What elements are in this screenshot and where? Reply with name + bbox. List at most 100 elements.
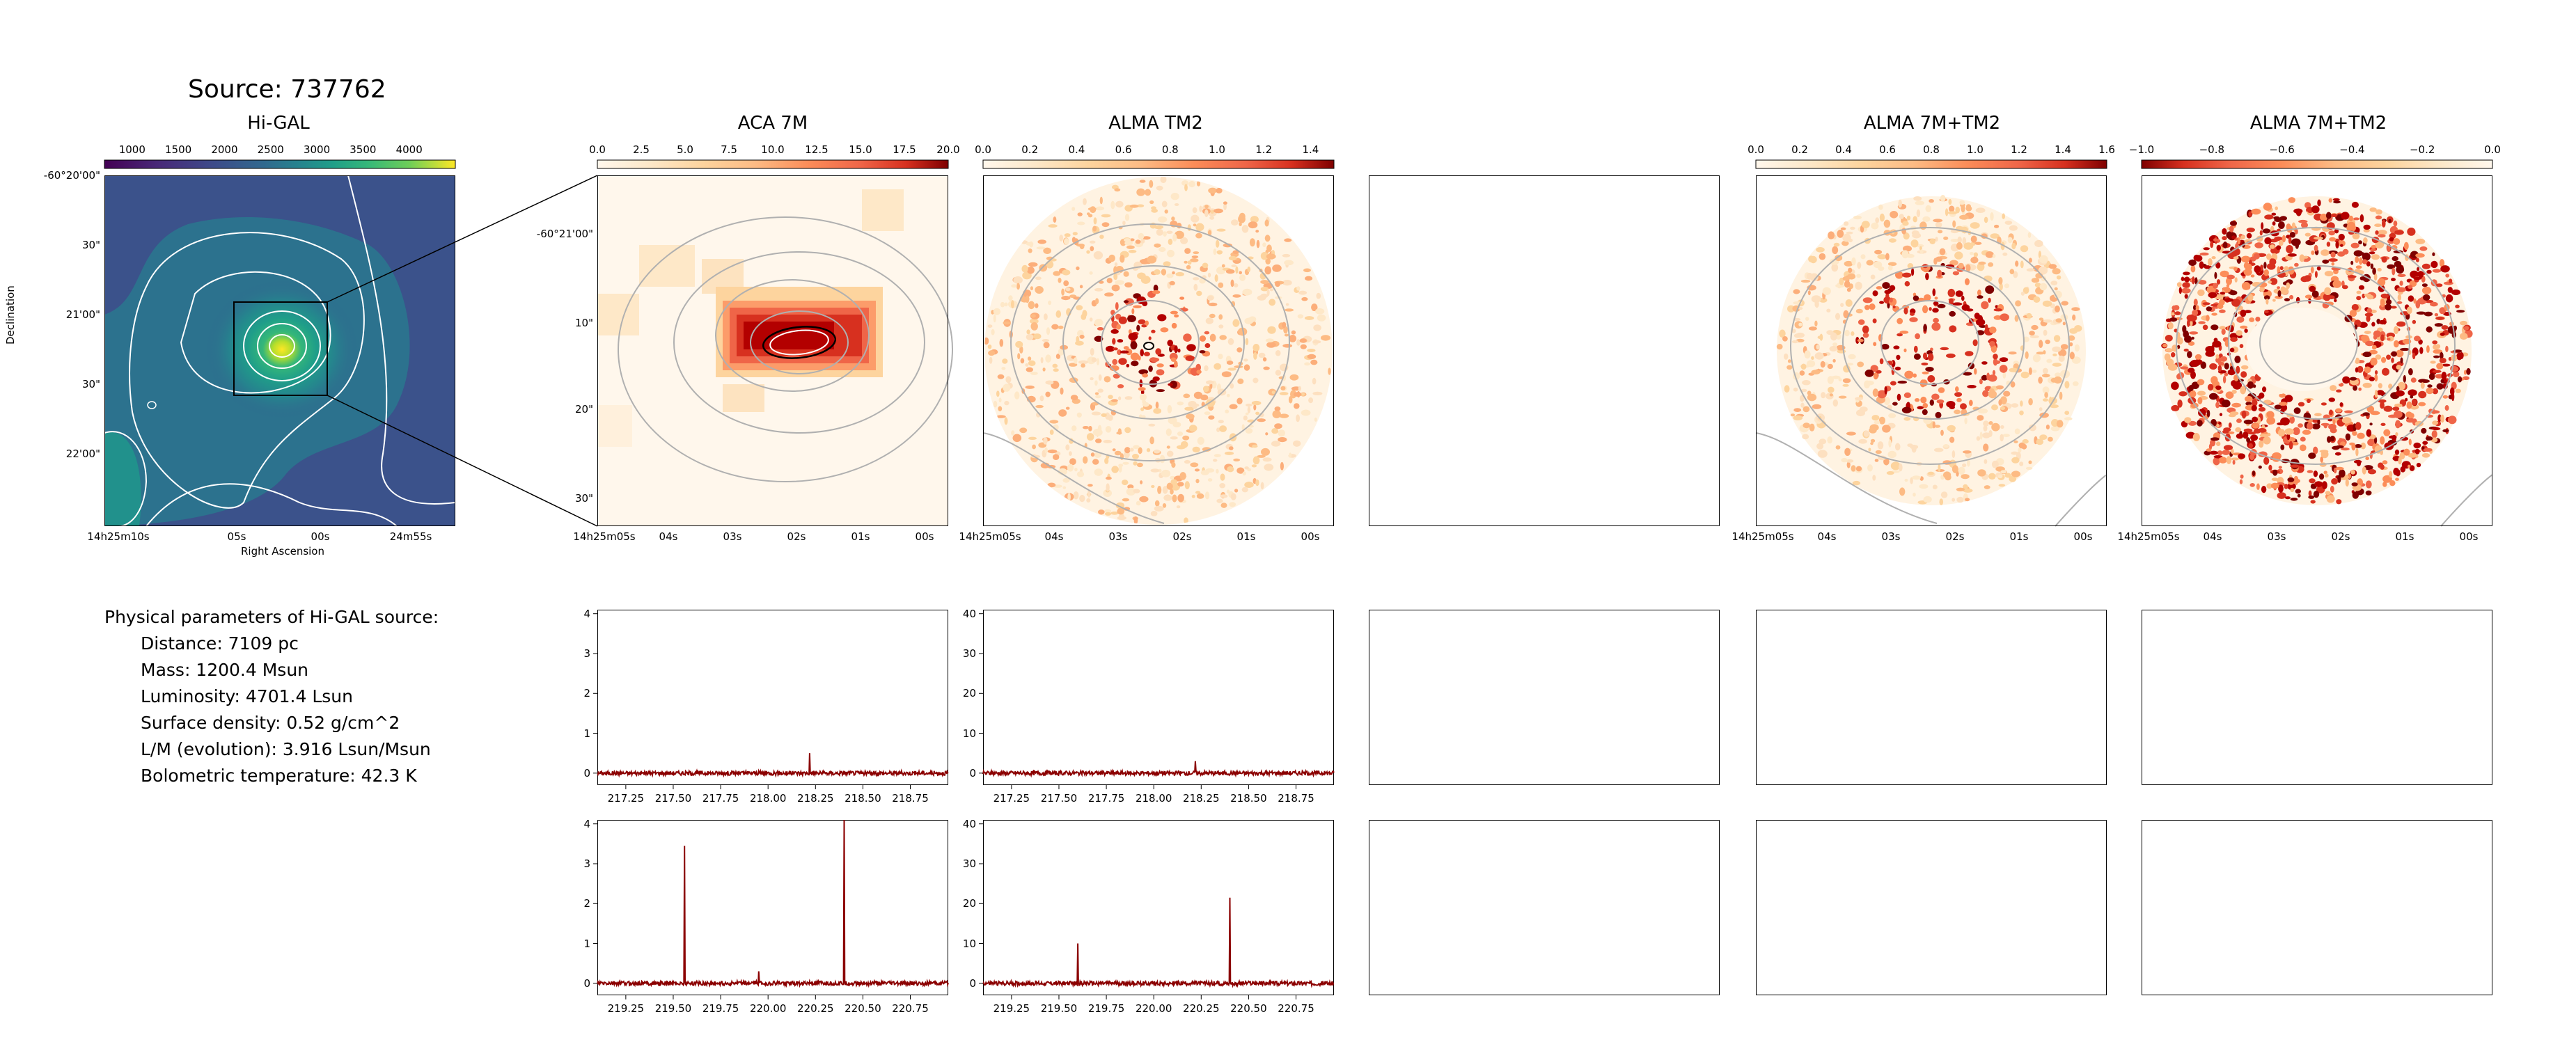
speckle-blob	[1076, 471, 1085, 477]
speckle-blob	[2199, 261, 2204, 269]
speckle-blob	[1124, 241, 1133, 246]
speckle-blob	[1025, 363, 1029, 367]
speckle-blob	[1230, 279, 1234, 287]
speckle-blob	[1229, 502, 1236, 507]
speckle-blob	[1892, 402, 1898, 406]
speckle-blob	[1104, 457, 1109, 464]
speckle-blob	[1896, 354, 1901, 361]
speckle-blob	[2432, 269, 2442, 273]
speckle-blob	[2373, 330, 2381, 338]
speckle-blob	[2171, 404, 2180, 411]
speckle-blob	[1094, 468, 1103, 476]
speckle-blob	[1857, 262, 1862, 269]
speckle-blob	[1979, 432, 1983, 440]
speckle-blob	[1204, 209, 1209, 217]
spectrum-x-tick: 218.00	[749, 792, 787, 805]
speckle-blob	[1262, 457, 1272, 462]
spectrum-x-tick: 218.25	[797, 792, 834, 805]
spectrum-x-tick: 217.25	[993, 792, 1030, 805]
speckle-blob	[2026, 313, 2032, 319]
speckle-blob	[2445, 274, 2450, 278]
speckle-blob	[1225, 409, 1230, 413]
speckle-blob	[1019, 427, 1028, 434]
speckle-blob	[1916, 209, 1921, 218]
speckle-blob	[1284, 238, 1292, 242]
speckle-blob	[2375, 370, 2378, 375]
speckle-blob	[2427, 384, 2433, 388]
speckle-blob	[1184, 459, 1191, 464]
speckle-blob	[2277, 286, 2280, 290]
speckle-blob	[1248, 221, 1258, 229]
speckle-blob	[1831, 263, 1839, 272]
speckle-blob	[1977, 469, 1986, 477]
speckle-blob	[1901, 406, 1912, 413]
speckle-blob	[1272, 410, 1281, 418]
speckle-blob	[1233, 458, 1241, 461]
speckle-blob	[1161, 200, 1168, 207]
speckle-blob	[2202, 302, 2210, 306]
speckle-blob	[998, 406, 1003, 411]
speckle-blob	[1877, 254, 1887, 260]
speckle-blob	[1887, 450, 1896, 459]
speckle-blob	[2368, 469, 2376, 475]
speckle-blob	[1035, 303, 1039, 308]
speckle-blob	[2072, 381, 2079, 386]
speckle-blob	[1264, 464, 1274, 471]
speckle-blob	[1229, 404, 1238, 409]
speckle-blob	[1954, 409, 1961, 415]
speckle-blob	[1130, 238, 1135, 242]
spectrum-x-tick: 220.00	[749, 1002, 787, 1015]
speckle-blob	[1124, 427, 1131, 434]
speckle-blob	[1933, 317, 1939, 323]
speckle-blob	[1042, 367, 1046, 372]
speckle-blob	[1883, 457, 1890, 466]
speckle-blob	[2028, 460, 2032, 464]
speckle-blob	[2362, 259, 2368, 264]
speckle-blob	[1199, 205, 1202, 212]
speckle-blob	[1933, 448, 1944, 452]
speckle-blob	[1950, 239, 1960, 242]
speckle-blob	[2364, 366, 2371, 374]
speckle-blob	[2246, 232, 2252, 239]
speckle-blob	[2311, 205, 2320, 214]
speckle-blob	[2260, 264, 2263, 271]
speckle-blob	[2174, 311, 2181, 315]
speckle-blob	[1922, 403, 1929, 409]
speckle-blob	[2207, 383, 2214, 391]
speckle-blob	[1892, 305, 1896, 309]
speckle-blob	[2044, 392, 2048, 398]
speckle-blob	[1208, 302, 1218, 306]
speckle-blob	[1082, 426, 1090, 429]
speckle-blob	[1978, 408, 1988, 414]
speckle-blob	[2269, 258, 2277, 266]
speckle-blob	[2058, 355, 2064, 362]
speckle-blob	[1247, 267, 1251, 272]
speckle-blob	[1202, 386, 1209, 393]
speckle-blob	[1289, 452, 1292, 458]
speckle-blob	[1140, 239, 1145, 244]
speckle-blob	[2031, 278, 2040, 283]
speckle-blob	[1096, 358, 1100, 365]
speckle-blob	[2332, 419, 2336, 425]
speckle-blob	[1935, 411, 1942, 418]
speckle-blob	[2287, 253, 2297, 257]
speckle-blob	[2043, 398, 2048, 402]
spectrum-aca-spw2	[597, 820, 948, 995]
speckle-blob	[1236, 397, 1243, 404]
speckle-blob	[2188, 385, 2194, 391]
speckle-blob	[2421, 379, 2430, 383]
speckle-blob	[1862, 333, 1869, 338]
speckle-blob	[1177, 431, 1184, 436]
speckle-blob	[1994, 224, 2000, 228]
speckle-blob	[2028, 258, 2032, 263]
speckle-blob	[2366, 405, 2375, 413]
speckle-blob	[2407, 228, 2416, 236]
speckle-blob	[2459, 333, 2468, 340]
speckle-blob	[2165, 348, 2173, 352]
speckle-blob	[1235, 266, 1239, 274]
speckle-blob	[2208, 443, 2213, 450]
speckle-blob	[2259, 440, 2264, 448]
speckle-blob	[1110, 329, 1119, 334]
speckle-blob	[1890, 461, 1901, 470]
speckle-blob	[1835, 445, 1841, 450]
